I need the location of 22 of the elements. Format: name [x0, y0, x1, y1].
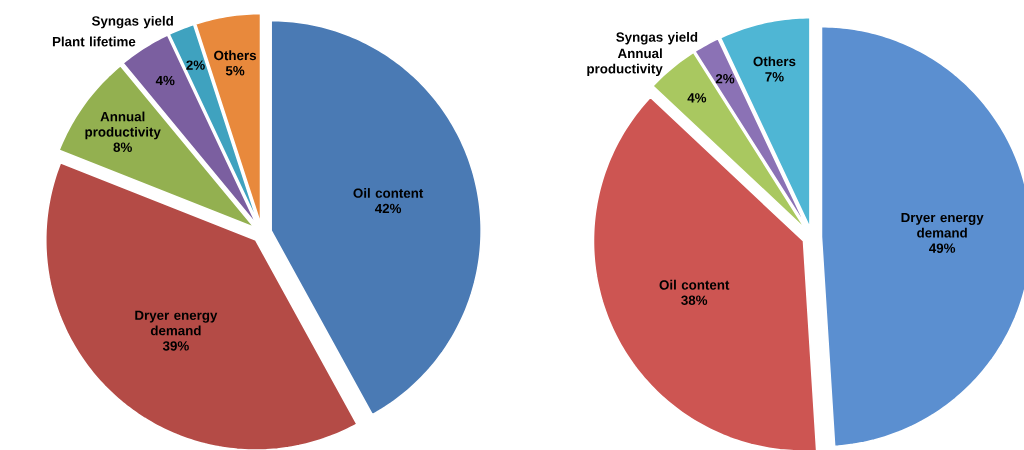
slice-label: Oil content [353, 188, 424, 198]
slice-label: Syngas yield [91, 15, 173, 29]
data-label: 38% [681, 295, 708, 306]
data-label: 39% [162, 341, 189, 351]
slice-label: Others [753, 56, 796, 67]
data-label: 2% [186, 60, 205, 70]
slice-label: Oil content [659, 279, 730, 290]
data-label: 5% [225, 66, 245, 76]
data-label: 2% [715, 74, 735, 84]
data-label: 4% [155, 75, 175, 86]
slice-label: Dryer energy demand [135, 310, 218, 336]
slice-label: Dryer energy demand [901, 212, 984, 238]
slice-label: Syngas yield [616, 32, 698, 45]
slice-label: Others [214, 50, 257, 61]
data-label: 7% [765, 72, 784, 82]
data-label: 8% [113, 142, 132, 152]
data-label: 4% [687, 93, 707, 103]
slice-label: Annual productivity [85, 111, 161, 140]
slice-label: Annual productivity [587, 48, 663, 77]
data-label: 49% [929, 243, 956, 253]
slice-label: Plant lifetime [52, 36, 136, 47]
data-label: 42% [374, 203, 402, 214]
